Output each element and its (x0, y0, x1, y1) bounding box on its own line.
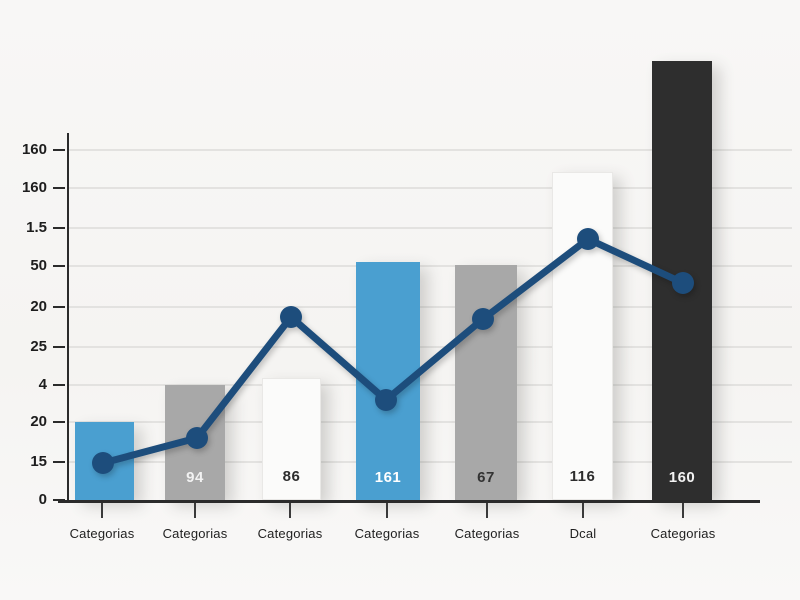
bar-value-label: 86 (282, 468, 301, 485)
line-marker (472, 308, 494, 330)
bar: 116 (552, 172, 613, 500)
gridline (68, 149, 792, 151)
x-axis-category-label: Categorias (454, 526, 520, 541)
y-axis-tick (53, 384, 65, 386)
bar-value-label: 116 (569, 468, 596, 485)
y-axis-tick-label: 25 (30, 338, 47, 355)
x-axis-category-label: Categorias (257, 526, 323, 541)
y-axis-tick (53, 421, 65, 423)
y-axis-tick (53, 306, 65, 308)
y-axis-tick-label: 20 (30, 413, 47, 430)
gridline (68, 187, 792, 189)
x-axis-tick (386, 503, 388, 518)
x-axis-category-label: Dcal (569, 526, 597, 541)
line-marker (280, 306, 302, 328)
y-axis-tick-label: 50 (30, 257, 47, 274)
gridline (68, 227, 792, 229)
x-axis-tick (101, 503, 103, 518)
y-axis-tick (53, 346, 65, 348)
y-axis-tick-label: 20 (30, 298, 47, 315)
x-axis-category-label: Categorias (69, 526, 135, 541)
y-axis-tick-label: 160 (21, 141, 47, 158)
x-axis-category-label: Categorias (162, 526, 228, 541)
y-axis-tick (53, 187, 65, 189)
y-axis-tick-label: 15 (30, 453, 47, 470)
line-marker (375, 389, 397, 411)
y-axis-tick-label: 0 (38, 491, 47, 508)
y-axis-tick (53, 265, 65, 267)
bar-value-label: 94 (186, 469, 204, 486)
gridline (68, 265, 792, 267)
line-marker (92, 452, 114, 474)
x-axis-tick (582, 503, 584, 518)
x-axis-tick (486, 503, 488, 518)
x-axis-category-label: Categorias (354, 526, 420, 541)
y-axis-tick-label: 1.5 (26, 219, 47, 236)
line-marker (672, 272, 694, 294)
bar: 86 (262, 378, 321, 500)
x-axis-line (58, 500, 760, 503)
y-axis-line (67, 133, 69, 503)
line-marker (577, 228, 599, 250)
line-path (99, 235, 687, 467)
gridline (68, 384, 792, 386)
bar-value-label: 161 (374, 469, 402, 486)
x-axis-tick (682, 503, 684, 518)
bar-value-label: 160 (668, 469, 696, 486)
x-axis-tick (194, 503, 196, 518)
gridline (68, 346, 792, 348)
y-axis-tick-label: 4 (38, 376, 47, 393)
bar-value-label: 67 (477, 469, 495, 486)
x-axis-tick (289, 503, 291, 518)
gridline (68, 461, 792, 463)
y-axis-tick (53, 227, 65, 229)
y-axis-tick (53, 461, 65, 463)
line-marker (186, 427, 208, 449)
gridline (68, 306, 792, 308)
y-axis-tick-label: 160 (21, 179, 47, 196)
y-axis-tick (53, 149, 65, 151)
gridline (68, 421, 792, 423)
x-axis-category-label: Categorias (650, 526, 716, 541)
